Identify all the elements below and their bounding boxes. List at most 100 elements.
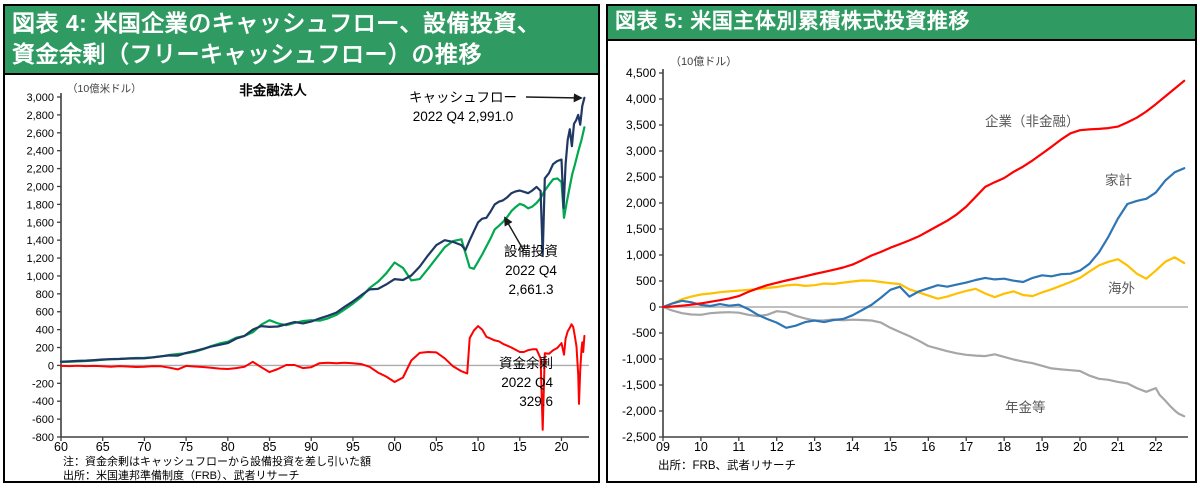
x-tick-label: 12 <box>770 440 784 454</box>
x-tick-label: 18 <box>997 440 1011 454</box>
figure4-cashflow-chart: 3,000 2,800 2,600 2,400 2,200 2,000 1,800 1,600… <box>26 82 589 454</box>
figure5-header: 図表 5: 米国主体別累積株式投資推移 <box>608 6 1195 41</box>
figure5-panel: 図表 5: 米国主体別累積株式投資推移 4,500 4,000 3,500 3,000… <box>606 4 1197 483</box>
x-tick-label: 22 <box>1149 440 1163 454</box>
x-tick-label: 21 <box>1111 440 1125 454</box>
axes: 3,000 2,800 2,600 2,400 2,200 2,000 1,800 1,600… <box>26 92 589 454</box>
x-tick-label: 95 <box>346 440 360 454</box>
y-tick-label: 1,800 <box>26 199 54 211</box>
annotation-1: 設備投資 2022 Q4 2,661.3 <box>504 216 558 297</box>
x-tick-label: 90 <box>304 440 318 454</box>
y-tick-label: 3,500 <box>626 118 656 132</box>
axes: 4,500 4,000 3,500 3,000 2,500 2,000 1,500 1,000… <box>622 66 1188 454</box>
figure4-note-text: 注：資金余剰はキャッシュフローから設備投資を差し引いた額 <box>63 456 371 468</box>
y-tick-label: 4,500 <box>626 66 656 80</box>
figure4-panel: 図表 4: 米国企業のキャッシュフロー、設備投資、 資金余剰（フリーキャッシュフ… <box>3 4 600 483</box>
x-tick-label: 20 <box>555 440 569 454</box>
y-tick-label: 1,000 <box>26 271 54 283</box>
x-tick-label: 15 <box>883 440 897 454</box>
series-line-1 <box>661 256 1186 309</box>
y-tick-label: -2,000 <box>622 404 656 418</box>
y-tick-label: -1,000 <box>622 352 656 366</box>
y-tick-label: -500 <box>632 326 656 340</box>
annotation-text: 2022 Q4 <box>505 263 557 278</box>
annotation-text: 329.6 <box>519 394 553 409</box>
y-tick-label: -600 <box>32 414 54 426</box>
annotation-text: キャッシュフロー <box>409 90 517 105</box>
y-tick-label: 1,000 <box>626 248 656 262</box>
series-line-3 <box>661 79 1186 309</box>
series-label-2: 海外 <box>1108 281 1136 296</box>
series-line-1 <box>59 96 586 363</box>
y-tick-label: 0 <box>48 360 54 372</box>
y-tick-label: 3,000 <box>26 92 54 104</box>
x-tick-label: 10 <box>471 440 485 454</box>
y-tick-label: 500 <box>636 274 656 288</box>
y-tick-label: -400 <box>32 396 54 408</box>
x-tick-label: 60 <box>54 440 68 454</box>
x-tick-label: 16 <box>921 440 935 454</box>
figure5-equity-chart: 4,500 4,000 3,500 3,000 2,500 2,000 1,500 1,000… <box>622 55 1188 454</box>
y-tick-label: 2,500 <box>626 170 656 184</box>
y-tick-label: 400 <box>36 325 54 337</box>
annotation-arrow <box>504 216 525 252</box>
chart-inner-title: 非金融法人 <box>239 82 307 98</box>
annotation-2: 資金余剰 2022 Q4 329.6 <box>499 355 553 409</box>
series-label-1: 家計 <box>1105 172 1132 188</box>
y-tick-label: 600 <box>36 307 54 319</box>
y-tick-label: 0 <box>649 300 656 314</box>
series-line-2 <box>661 167 1186 329</box>
y-tick-label: 1,200 <box>26 253 54 265</box>
y-tick-label: 4,000 <box>626 92 656 106</box>
annotation-text: 設備投資 <box>504 244 558 259</box>
x-tick-label: 15 <box>513 440 527 454</box>
y-tick-label: 800 <box>36 289 54 301</box>
series-line-0 <box>661 305 1186 418</box>
figure4-title-line2: 資金余剰（フリーキャッシュフロー）の推移 <box>12 41 482 67</box>
y-tick-label: -200 <box>32 378 54 390</box>
y-tick-label: -1,500 <box>622 378 656 392</box>
x-tick-label: 14 <box>846 440 860 454</box>
y-tick-label: 200 <box>36 343 54 355</box>
x-tick-label: 85 <box>263 440 277 454</box>
x-tick-label: 13 <box>808 440 822 454</box>
series-label-3: 年金等 <box>1005 399 1046 415</box>
y-tick-label: -800 <box>32 432 54 444</box>
x-tick-label: 05 <box>429 440 443 454</box>
figure5-title-line1: 図表 5: 米国主体別累積株式投資推移 <box>615 10 970 33</box>
x-tick-label: 65 <box>96 440 110 454</box>
axis-unit-label: （10億ドル） <box>670 55 737 68</box>
y-tick-label: 2,600 <box>26 128 54 140</box>
y-tick-label: 1,400 <box>26 235 54 247</box>
x-tick-label: 20 <box>1073 440 1087 454</box>
x-tick-label: 80 <box>221 440 235 454</box>
annotation-text: 2022 Q4 2,991.0 <box>413 109 514 124</box>
axis-unit-label: （10億米ドル） <box>67 82 142 95</box>
figure4-title-line1: 図表 4: 米国企業のキャッシュフロー、設備投資、 <box>12 10 541 36</box>
annotation-0: キャッシュフロー 2022 Q4 2,991.0 <box>409 90 583 124</box>
figure5-notes: 出所：FRB、武者リサーチ <box>608 459 1195 473</box>
y-tick-label: 1,600 <box>26 217 54 229</box>
y-tick-label: 2,000 <box>26 181 54 193</box>
figure5-source-text: 出所：FRB、武者リサーチ <box>658 460 796 472</box>
y-tick-label: 2,400 <box>26 146 54 158</box>
annotation-arrow <box>525 93 583 103</box>
figure4-source-text: 出所：米国連邦準備制度（FRB）、武者リサーチ <box>63 470 300 482</box>
series-label-0: 企業（非金融） <box>985 113 1080 129</box>
series-line-2 <box>60 323 586 431</box>
y-tick-label: 3,000 <box>626 144 656 158</box>
x-tick-label: 19 <box>1035 440 1049 454</box>
x-tick-label: 09 <box>656 440 670 454</box>
x-tick-label: 70 <box>137 440 151 454</box>
x-tick-label: 17 <box>959 440 973 454</box>
y-tick-label: -2,500 <box>622 430 656 444</box>
y-tick-label: 2,800 <box>26 110 54 122</box>
y-tick-label: 2,200 <box>26 164 54 176</box>
figure4-notes: 注：資金余剰はキャッシュフローから設備投資を差し引いた額 出所：米国連邦準備制度… <box>5 455 598 483</box>
annotation-text: 2022 Q4 <box>501 375 553 390</box>
x-tick-label: 10 <box>694 440 708 454</box>
y-tick-label: 2,000 <box>626 196 656 210</box>
annotation-text: 資金余剰 <box>499 355 553 371</box>
annotation-text: 2,661.3 <box>508 282 553 297</box>
